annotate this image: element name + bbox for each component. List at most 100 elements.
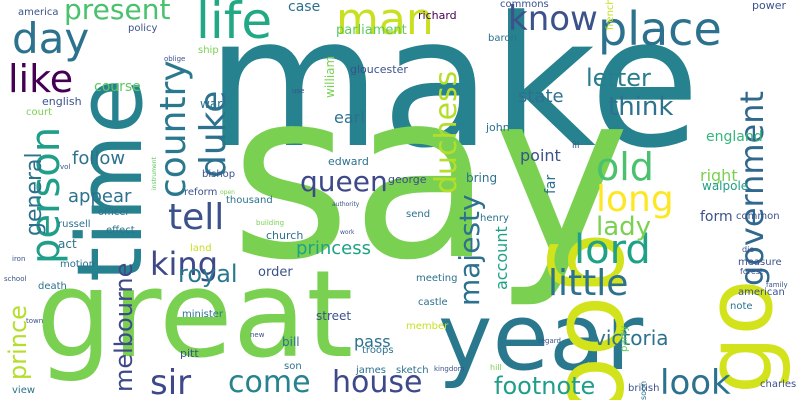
word-french: french [605,0,616,30]
word-state: state [518,86,564,107]
word-regard: regard [538,337,561,345]
word-melbourne: melbourne [110,262,138,392]
word-american: american [738,287,785,298]
word-oblige: oblige [164,55,186,63]
word-war: war [200,97,223,111]
word-town: town [26,317,44,325]
word-order: order [258,265,293,280]
word-forest: forest [740,267,764,276]
word-footnote: footnote [494,372,596,400]
word-reform: reform [184,187,218,198]
word-son: son [284,361,302,372]
word-bill: bill [282,335,300,349]
word-old: old [596,145,654,189]
word-america: america [18,7,59,18]
word-follow: follow [72,148,126,169]
word-charles: charles [760,379,797,390]
word-minister: minister [182,309,224,320]
word-family: family [766,281,788,289]
word-russell: russell [58,219,91,230]
word-work: work [340,229,355,236]
word-court: court [26,107,52,118]
word-measure: measure [738,257,782,268]
word-england: england [706,129,763,145]
word-tell: tell [168,197,225,238]
word-death: death [38,281,67,292]
word-view: view [12,385,36,396]
word-effect: effect [106,225,135,236]
word-place: place [598,2,722,56]
word-great: great [36,246,354,385]
word-case: case [288,0,321,15]
word-letter: letter [586,64,651,92]
word-bring: bring [466,171,498,185]
word-authority: authority [332,201,360,208]
word-lord: lord [574,227,651,273]
word-life: life [196,0,273,50]
word-ship: ship [198,45,219,56]
word-long: long [596,179,674,220]
word-duchess: duchess [429,70,464,194]
word-time: time [58,78,163,282]
word-open: open [220,189,235,196]
word-house: house [332,365,423,400]
word-pitt: pitt [180,347,199,360]
word-street: street [316,309,352,323]
word-party: party [619,325,630,352]
word-come: come [228,365,311,400]
word-country: country [153,60,194,198]
word-day: day [12,14,90,63]
word-james: james [356,365,387,376]
word-victoria: victoria [594,326,669,350]
word-gloucester: gloucester [350,63,408,76]
word-king: king [150,245,219,283]
word-iii: iii [572,141,580,151]
word-queen: queen [300,165,388,198]
word-present: present [64,0,171,26]
word-pass: pass [354,332,391,351]
word-castle: castle [418,297,448,308]
word-john: john [486,121,510,134]
word-form: form [700,209,733,225]
word-building: building [256,219,285,227]
word-act: act [58,237,77,251]
word-royal: royal [178,260,238,288]
word-soon: soon [639,380,648,400]
word-hill: hill [490,363,502,372]
word-send: send [406,209,431,220]
word-earl: earl [334,108,365,127]
word-account: account [492,226,511,290]
word-man: man [336,0,434,45]
word-member: member [406,321,449,332]
word-walpole: walpole [702,179,749,193]
word-iron: iron [12,255,26,263]
word-motion: motion [60,259,96,270]
word-george: george [388,173,427,186]
word-edward: edward [328,155,369,168]
word-sir: sir [150,363,192,400]
word-course: course [94,79,141,95]
word-british: british [628,383,660,394]
word-troops: troops [362,345,394,356]
word-know: know [508,0,598,39]
word-right: right [700,166,738,185]
word-baron: baron [488,33,517,44]
word-like: like [8,57,74,101]
word-far: far [543,174,559,194]
word-make: make [206,0,701,188]
word-officer: officer [98,207,130,218]
word-use: use [292,87,305,95]
word-little: little [548,263,629,304]
word-richard: richard [418,9,457,22]
word-meeting: meeting [416,273,458,284]
word-thousand: thousand [226,195,273,206]
word-kingdom: kingdom [434,365,465,373]
word-look: look [660,363,731,400]
word-point: point [520,146,561,165]
word-common: common [736,211,780,222]
word-policy: policy [128,23,158,34]
word-bishop: bishop [202,169,236,180]
word-henry: henry [480,213,509,224]
word-commons: commons [500,0,549,10]
